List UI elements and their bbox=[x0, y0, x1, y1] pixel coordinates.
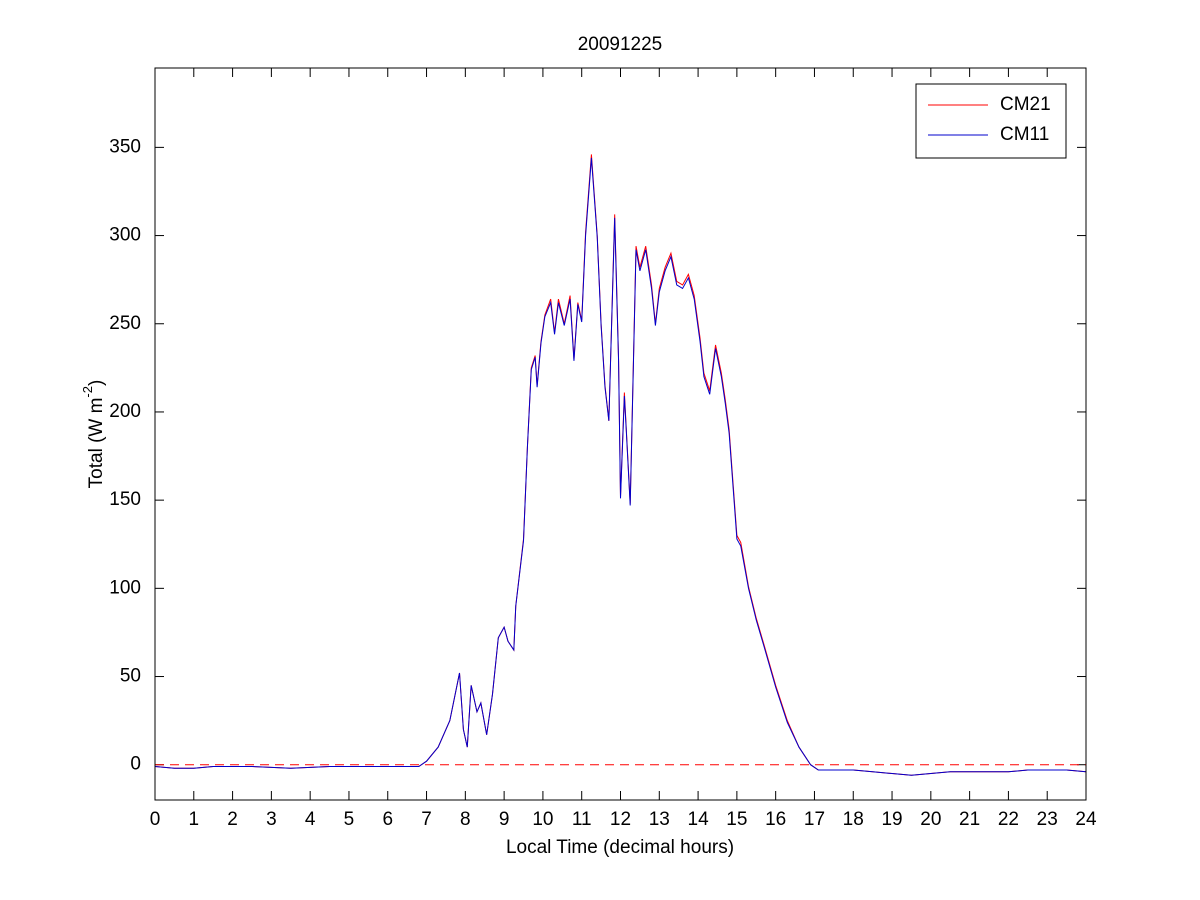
y-tick-label: 50 bbox=[120, 666, 141, 687]
x-tick-label: 4 bbox=[305, 809, 316, 830]
y-tick-label: 150 bbox=[109, 489, 141, 510]
x-tick-label: 19 bbox=[881, 809, 902, 830]
x-tick-label: 17 bbox=[804, 809, 825, 830]
plot-area bbox=[155, 68, 1086, 800]
y-tick-label: 200 bbox=[109, 401, 141, 422]
x-tick-label: 23 bbox=[1037, 809, 1058, 830]
y-tick-label: 300 bbox=[109, 225, 141, 246]
x-tick-label: 18 bbox=[843, 809, 864, 830]
x-tick-label: 11 bbox=[572, 809, 592, 830]
y-label-suffix: ) bbox=[86, 380, 107, 386]
y-label-main: Total (W m bbox=[86, 398, 107, 489]
x-tick-label: 2 bbox=[227, 809, 238, 830]
x-tick-label: 10 bbox=[532, 809, 553, 830]
x-tick-label: 15 bbox=[726, 809, 747, 830]
x-tick-label: 8 bbox=[460, 809, 471, 830]
x-tick-label: 3 bbox=[266, 809, 277, 830]
x-tick-label: 1 bbox=[189, 809, 200, 830]
x-tick-label: 16 bbox=[765, 809, 786, 830]
x-tick-label: 0 bbox=[150, 809, 161, 830]
legend-label: CM11 bbox=[1000, 124, 1049, 145]
y-tick-label: 100 bbox=[109, 577, 141, 598]
x-tick-label: 7 bbox=[421, 809, 432, 830]
x-tick-label: 5 bbox=[344, 809, 355, 830]
y-tick-label: 250 bbox=[109, 313, 141, 334]
legend-label: CM21 bbox=[1000, 94, 1051, 115]
y-tick-label: 350 bbox=[109, 136, 141, 157]
data-line bbox=[155, 157, 1086, 776]
x-tick-label: 6 bbox=[382, 809, 393, 830]
x-tick-label: 14 bbox=[688, 809, 710, 830]
x-tick-label: 20 bbox=[920, 809, 941, 830]
x-tick-label: 9 bbox=[499, 809, 510, 830]
x-axis-label: Local Time (decimal hours) bbox=[506, 837, 734, 858]
y-label-superscript: -2 bbox=[80, 386, 95, 398]
axes-box bbox=[154, 67, 1087, 801]
y-axis-label: Total (W m-2) bbox=[80, 380, 107, 489]
chart-title: 20091225 bbox=[578, 34, 663, 55]
x-tick-label: 21 bbox=[959, 809, 980, 830]
x-tick-label: 22 bbox=[998, 809, 1019, 830]
x-tick-label: 24 bbox=[1075, 809, 1097, 830]
y-tick-label: 0 bbox=[130, 754, 141, 775]
x-tick-label: 12 bbox=[610, 809, 631, 830]
legend-box bbox=[915, 83, 1067, 159]
x-tick-label: 13 bbox=[649, 809, 670, 830]
